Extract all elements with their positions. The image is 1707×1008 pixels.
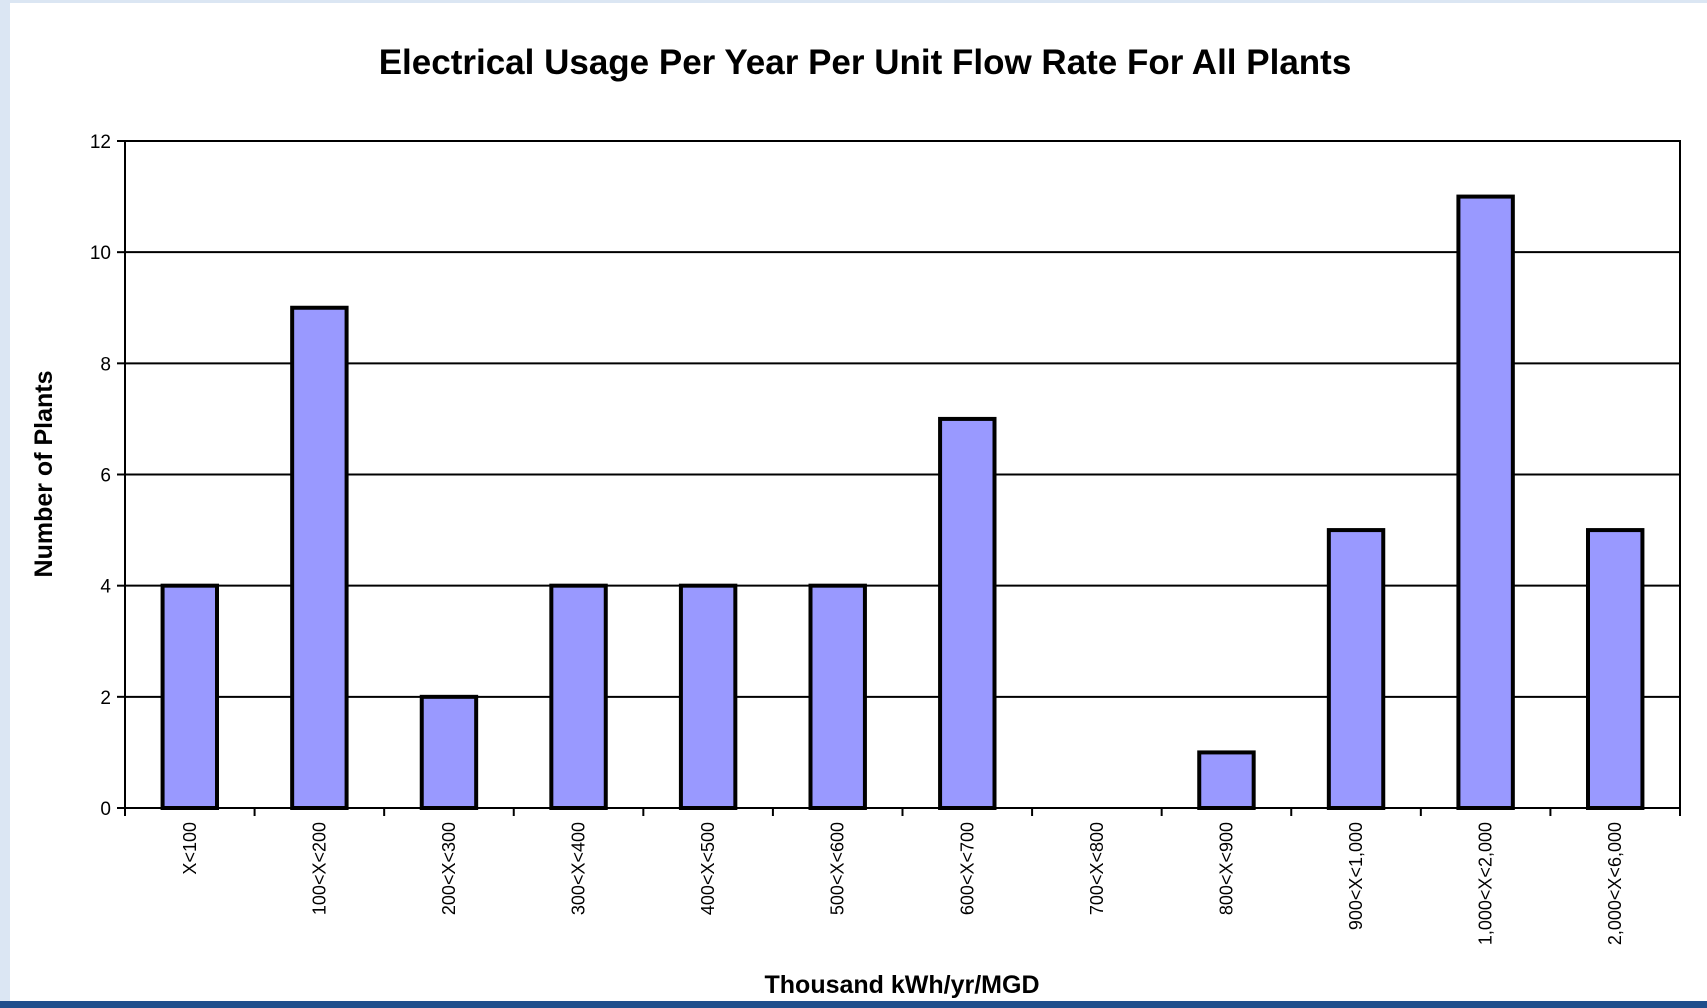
y-tick-label: 2 xyxy=(100,688,111,709)
x-tick-label: 500<X<600 xyxy=(828,822,848,915)
y-tick-label: 6 xyxy=(100,466,111,487)
bar xyxy=(1197,750,1256,811)
x-tick-label: 300<X<400 xyxy=(569,822,589,915)
bar xyxy=(549,583,608,811)
x-tick-label: 600<X<700 xyxy=(957,822,977,915)
bar xyxy=(419,694,479,810)
y-tick-label: 0 xyxy=(100,799,111,820)
y-tick-label: 10 xyxy=(90,243,111,264)
x-tick-label: 200<X<300 xyxy=(439,822,459,915)
bar xyxy=(1456,194,1515,811)
bar xyxy=(808,583,867,811)
bar xyxy=(290,305,349,810)
y-axis-title: Number of Plants xyxy=(30,371,58,578)
y-axis: 0 2 4 6 8 10 12 xyxy=(90,132,125,820)
x-tick-label: 700<X<800 xyxy=(1087,822,1107,915)
y-tick-label: 12 xyxy=(90,132,111,153)
y-tick-label: 8 xyxy=(100,354,111,375)
bar xyxy=(1326,528,1386,810)
x-tick-label: 1,000<X<2,000 xyxy=(1476,822,1496,945)
bar xyxy=(1585,528,1645,810)
x-tick-label: 400<X<500 xyxy=(698,822,718,915)
chart-title: Electrical Usage Per Year Per Unit Flow … xyxy=(379,43,1352,82)
x-axis-title: Thousand kWh/yr/MGD xyxy=(765,971,1040,999)
bar xyxy=(938,416,997,810)
x-tick-label: 800<X<900 xyxy=(1216,822,1236,915)
bottom-bar xyxy=(0,1001,1707,1008)
x-tick-label: 900<X<1,000 xyxy=(1346,822,1366,930)
gridlines xyxy=(125,251,1680,698)
bar xyxy=(160,583,220,811)
x-tick-label: X<100 xyxy=(180,822,200,875)
x-tick-label: 100<X<200 xyxy=(309,822,329,915)
x-tick-label: 2,000<X<6,000 xyxy=(1605,822,1625,945)
bars xyxy=(160,194,1645,811)
bar xyxy=(678,583,738,811)
x-axis: X<100 100<X<200 200<X<300 300<X<400 400<X<50… xyxy=(124,808,1681,945)
y-tick-label: 4 xyxy=(100,577,111,598)
